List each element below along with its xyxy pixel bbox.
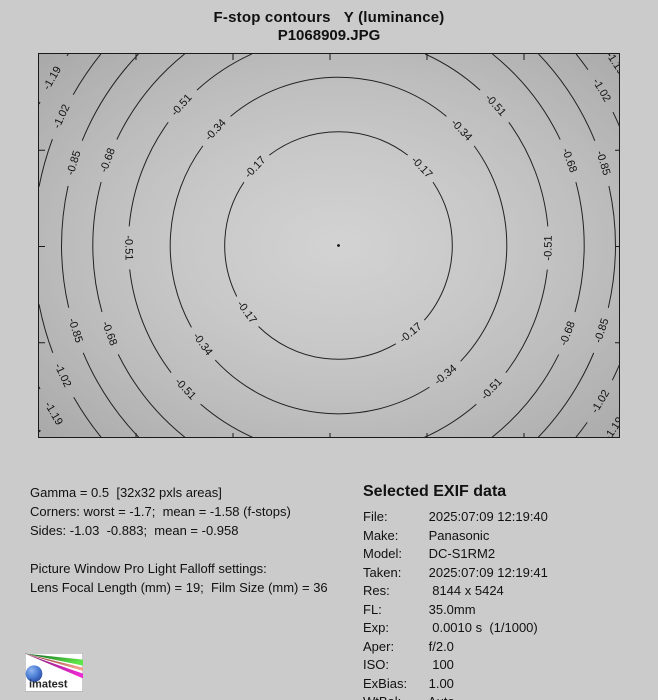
svg-text:-0.51: -0.51	[122, 235, 134, 260]
svg-text:-0.51: -0.51	[542, 235, 554, 260]
svg-text:imatest: imatest	[29, 679, 68, 691]
